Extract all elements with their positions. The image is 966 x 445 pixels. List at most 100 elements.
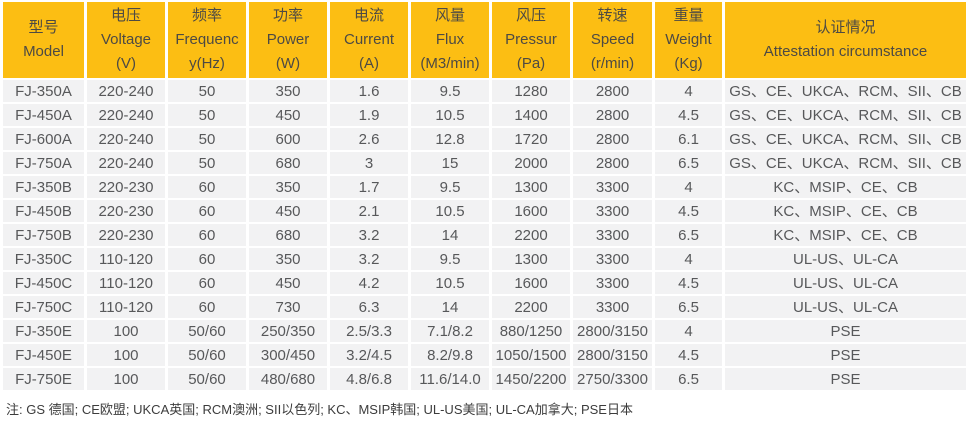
header-line: (Pa) — [516, 55, 546, 72]
cell-voltage: 110-120 — [84, 294, 168, 320]
cell-attestation: UL-US、UL-CA — [722, 270, 966, 296]
cell-flux: 9.5 — [408, 246, 492, 272]
header-line: 风量 — [434, 7, 465, 24]
cell-power: 350 — [246, 246, 330, 272]
cell-model: FJ-600A — [0, 126, 87, 152]
cell-pressure: 1050/1500 — [489, 342, 573, 368]
cell-weight: 4 — [652, 318, 725, 344]
cell-voltage: 220-230 — [84, 222, 168, 248]
cell-voltage: 220-240 — [84, 78, 168, 104]
cell-flux: 14 — [408, 222, 492, 248]
cell-frequency: 50 — [165, 150, 249, 176]
column-header-frequency: 频率 Frequenc y(Hz) — [165, 0, 249, 80]
column-header-weight: 重量 Weight (Kg) — [652, 0, 725, 80]
cell-weight: 4 — [652, 174, 725, 200]
column-header-flux: 风量 Flux (M3/min) — [408, 0, 492, 80]
cell-model: FJ-750E — [0, 366, 87, 392]
cell-frequency: 60 — [165, 198, 249, 224]
cell-speed: 2800 — [570, 150, 655, 176]
table-row: FJ-450A 220-240 50 450 1.9 10.5 1400 2800 4.5 GS、… — [0, 102, 966, 128]
cell-power: 450 — [246, 270, 330, 296]
header-line: Flux — [435, 31, 465, 48]
header-line: 型号 — [28, 19, 59, 36]
cell-flux: 8.2/9.8 — [408, 342, 492, 368]
header-line: 频率 — [191, 7, 222, 24]
cell-flux: 10.5 — [408, 102, 492, 128]
cell-current: 4.2 — [327, 270, 411, 296]
cell-voltage: 220-230 — [84, 174, 168, 200]
header-line: Frequenc — [175, 31, 239, 48]
cell-speed: 2800 — [570, 78, 655, 104]
cell-flux: 12.8 — [408, 126, 492, 152]
cell-voltage: 220-230 — [84, 198, 168, 224]
cell-current: 3 — [327, 150, 411, 176]
cell-speed: 2800 — [570, 126, 655, 152]
cell-attestation: UL-US、UL-CA — [722, 246, 966, 272]
cell-pressure: 1450/2200 — [489, 366, 573, 392]
cell-model: FJ-350C — [0, 246, 87, 272]
cell-model: FJ-350E — [0, 318, 87, 344]
header-line: (W) — [275, 55, 301, 72]
header-line: Current — [343, 31, 395, 48]
cell-pressure: 1280 — [489, 78, 573, 104]
header-line: 电压 — [110, 7, 141, 24]
table-row: FJ-450C 110-120 60 450 4.2 10.5 1600 3300 4.5 UL-… — [0, 270, 966, 296]
cell-current: 3.2 — [327, 222, 411, 248]
cell-frequency: 60 — [165, 270, 249, 296]
cell-flux: 11.6/14.0 — [408, 366, 492, 392]
cell-weight: 6.1 — [652, 126, 725, 152]
header-line: (M3/min) — [420, 55, 480, 72]
cell-weight: 6.5 — [652, 150, 725, 176]
table-row: FJ-450E 100 50/60 300/450 3.2/4.5 8.2/9.8 1050… — [0, 342, 966, 368]
cell-voltage: 100 — [84, 342, 168, 368]
cell-speed: 3300 — [570, 222, 655, 248]
cell-attestation: PSE — [722, 342, 966, 368]
table-row: FJ-750A 220-240 50 680 3 15 2000 2800 6.5 GS、CE、U… — [0, 150, 966, 176]
cell-pressure: 2200 — [489, 294, 573, 320]
cell-frequency: 50 — [165, 126, 249, 152]
cell-frequency: 50 — [165, 78, 249, 104]
cell-attestation: KC、MSIP、CE、CB — [722, 174, 966, 200]
cell-speed: 2800 — [570, 102, 655, 128]
header-line: 风压 — [515, 7, 546, 24]
cell-voltage: 110-120 — [84, 270, 168, 296]
cell-speed: 2800/3150 — [570, 318, 655, 344]
header-line: 电流 — [353, 7, 384, 24]
column-header-current: 电流 Current (A) — [327, 0, 411, 80]
header-line: y(Hz) — [189, 55, 225, 72]
cell-weight: 4 — [652, 246, 725, 272]
cell-speed: 3300 — [570, 246, 655, 272]
cell-attestation: GS、CE、UKCA、RCM、SII、CB — [722, 150, 966, 176]
cell-voltage: 110-120 — [84, 246, 168, 272]
cell-model: FJ-450C — [0, 270, 87, 296]
cell-speed: 3300 — [570, 198, 655, 224]
table-row: FJ-750E 100 50/60 480/680 4.8/6.8 11.6/14.0 14… — [0, 366, 966, 392]
cell-current: 3.2 — [327, 246, 411, 272]
cell-frequency: 60 — [165, 294, 249, 320]
cell-current: 1.9 — [327, 102, 411, 128]
cell-attestation: PSE — [722, 318, 966, 344]
cell-weight: 4.5 — [652, 198, 725, 224]
cell-attestation: GS、CE、UKCA、RCM、SII、CB — [722, 126, 966, 152]
footnote: 注: GS 德国; CE欧盟; UKCA英国; RCM澳洲; SII以色列; K… — [6, 402, 633, 417]
cell-model: FJ-350B — [0, 174, 87, 200]
cell-speed: 3300 — [570, 174, 655, 200]
cell-power: 450 — [246, 198, 330, 224]
cell-power: 350 — [246, 78, 330, 104]
header-line: Weight — [665, 31, 712, 48]
cell-speed: 2800/3150 — [570, 342, 655, 368]
cell-power: 450 — [246, 102, 330, 128]
cell-flux: 9.5 — [408, 78, 492, 104]
cell-model: FJ-450B — [0, 198, 87, 224]
cell-pressure: 1300 — [489, 246, 573, 272]
cell-current: 1.7 — [327, 174, 411, 200]
cell-power: 680 — [246, 150, 330, 176]
header-line: (r/min) — [590, 55, 635, 72]
cell-speed: 3300 — [570, 294, 655, 320]
header-line: (V) — [116, 55, 136, 72]
cell-model: FJ-750B — [0, 222, 87, 248]
cell-attestation: GS、CE、UKCA、RCM、SII、CB — [722, 102, 966, 128]
cell-current: 6.3 — [327, 294, 411, 320]
cell-current: 2.6 — [327, 126, 411, 152]
cell-attestation: UL-US、UL-CA — [722, 294, 966, 320]
